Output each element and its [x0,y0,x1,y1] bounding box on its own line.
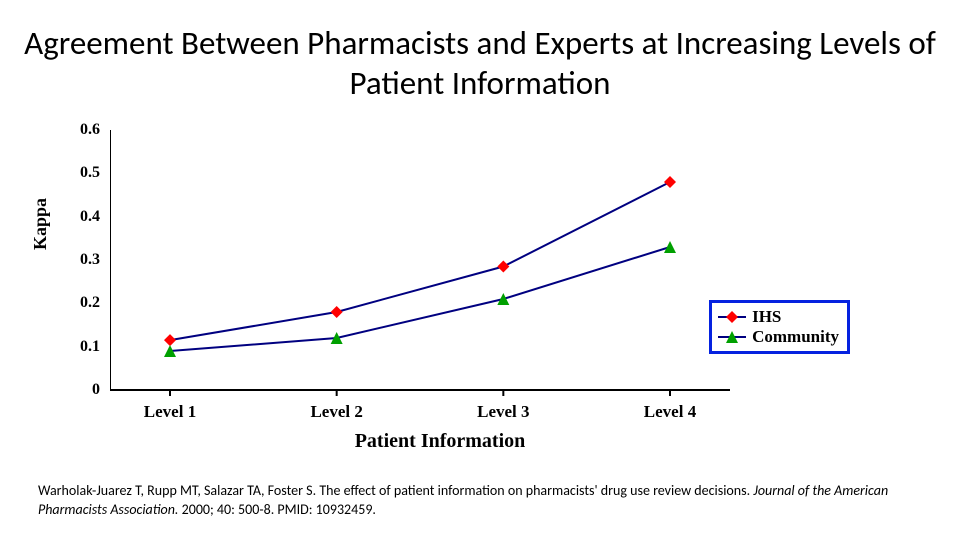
y-tick-label: 0.3 [40,251,100,269]
citation-ref: 2000; 40: 500-8. PMID: 10932459. [182,501,376,518]
x-axis-label: Patient Information [40,430,840,453]
x-tick-label: Level 3 [477,402,529,422]
legend-swatch [718,330,746,344]
legend-label: Community [752,327,839,347]
citation-footer: Warholak-Juarez T, Rupp MT, Salazar TA, … [38,482,960,520]
chart-plot [110,130,750,410]
legend-label: IHS [752,307,781,327]
y-tick-label: 0.6 [40,121,100,139]
y-tick-label: 0.4 [40,208,100,226]
x-tick-label: Level 4 [644,402,696,422]
slide: { "title": "Agreement Between Pharmacist… [0,0,960,540]
y-tick-label: 0.1 [40,338,100,356]
legend-item: Community [718,327,839,347]
legend: IHSCommunity [709,300,850,354]
y-tick-label: 0.2 [40,294,100,312]
citation-authors: Warholak-Juarez T, Rupp MT, Salazar TA, … [38,482,316,499]
y-tick-label: 0 [40,381,100,399]
x-tick-label: Level 1 [144,402,196,422]
legend-inner: IHSCommunity [712,303,847,351]
citation-title: The effect of patient information on pha… [319,482,750,499]
legend-item: IHS [718,307,839,327]
x-tick-label: Level 2 [310,402,362,422]
legend-swatch [718,310,746,324]
chart: Kappa Patient Information IHSCommunity 0… [40,130,840,450]
slide-title: Agreement Between Pharmacists and Expert… [0,24,960,103]
y-tick-label: 0.5 [40,164,100,182]
